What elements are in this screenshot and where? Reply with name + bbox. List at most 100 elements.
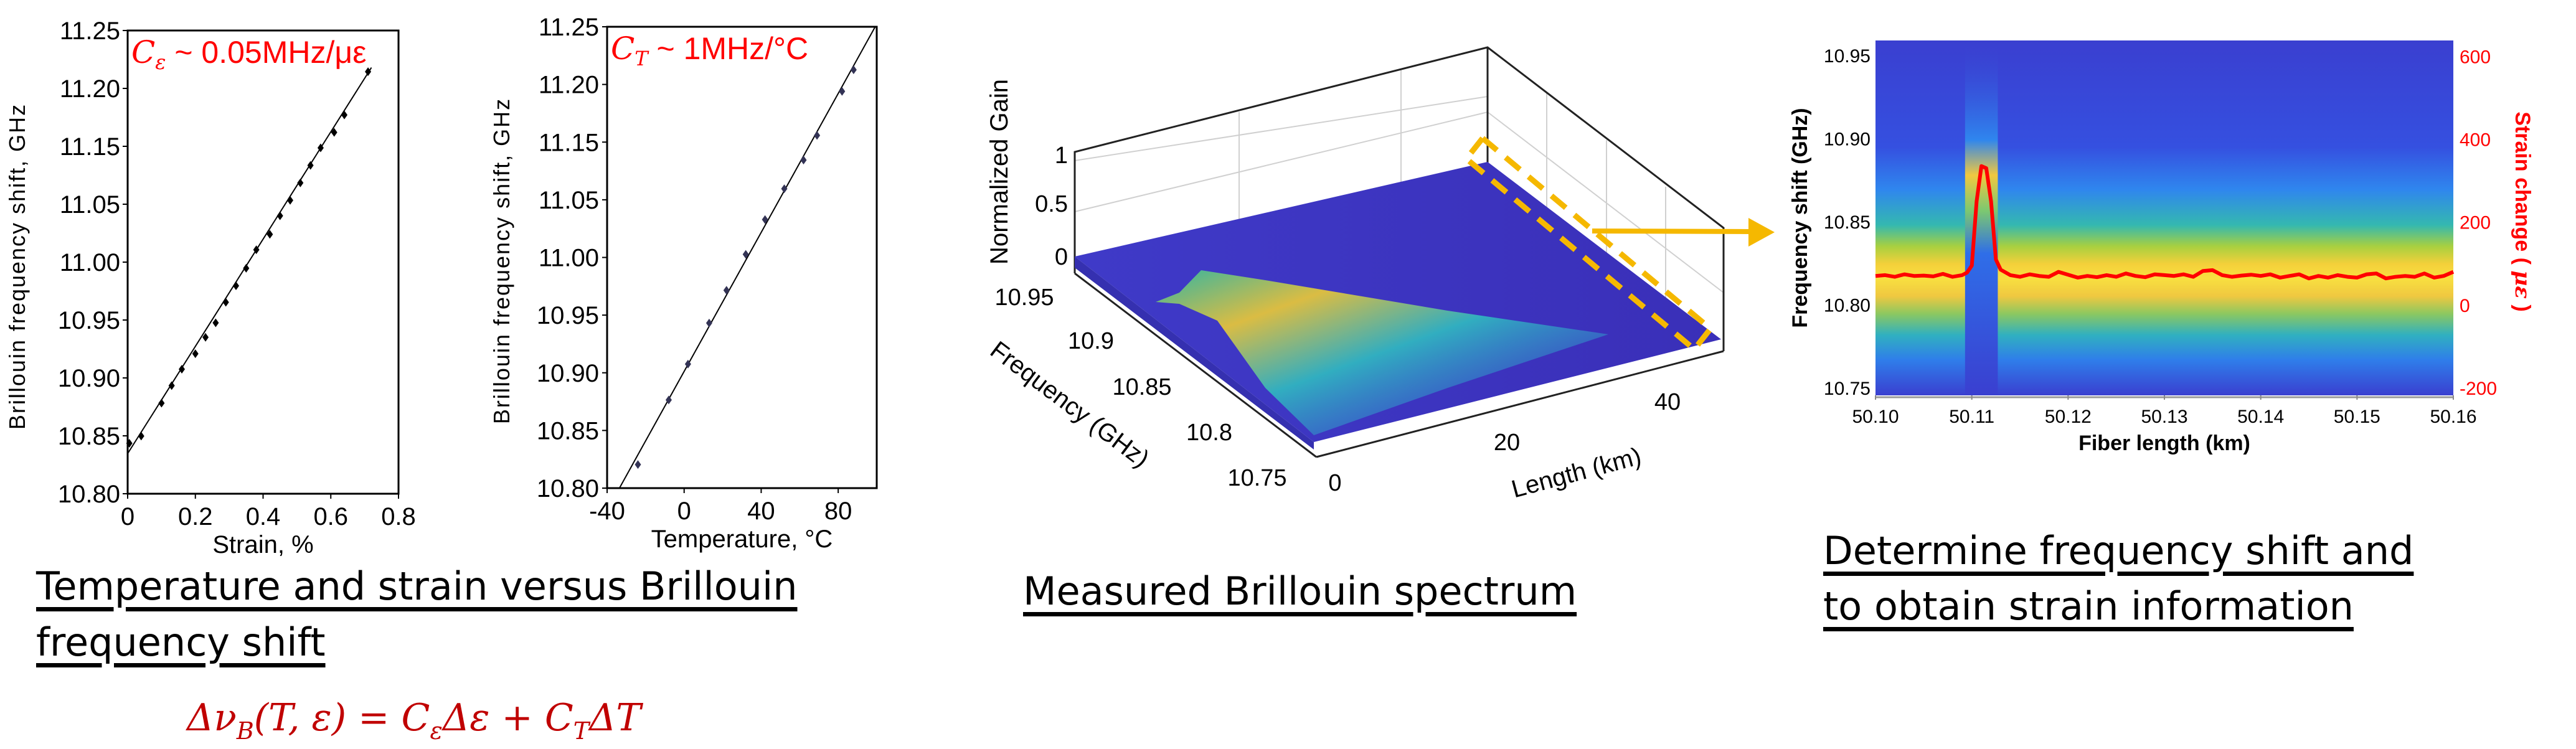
caption-obtain-strain: to obtain strain information (1823, 583, 2354, 629)
data-point (742, 250, 749, 259)
y-tick-label: 11.05 (60, 191, 120, 219)
data-point (781, 184, 788, 194)
frequency-tick-label: 10.95 (994, 285, 1054, 311)
x-tick-label: 0.2 (178, 503, 213, 530)
y-axis-title: Brillouin frequency shift, GHz (489, 98, 514, 424)
y-tick-label: 11.25 (539, 14, 599, 41)
x-axis-title: Strain, % (212, 531, 313, 558)
length-tick-label: 0 (1328, 470, 1341, 496)
y2-axis-title: Strain change ( με ) (2510, 111, 2535, 311)
surface-front-face (1075, 257, 1314, 450)
data-point (665, 395, 672, 405)
x-tick-label: 50.13 (2141, 407, 2187, 427)
y-tick-label: 10.80 (537, 475, 599, 502)
x-tick-label: 50.12 (2045, 407, 2092, 427)
charts: 11.2511.2011.1511.0511.0010.9510.9010.85… (4, 14, 2535, 558)
x-tick-label: 50.15 (2334, 407, 2380, 427)
data-point (307, 161, 314, 170)
data-point (138, 431, 144, 441)
y-tick-label: 11.05 (539, 187, 599, 214)
caption-temperature-strain: Temperature and strain versus Brillouin (36, 563, 798, 609)
data-point (705, 318, 712, 327)
y-tick-label: 10.85 (58, 423, 120, 450)
y-tick-label: 10.75 (1824, 379, 1871, 399)
y2-axis-title-close: ) (2511, 299, 2534, 312)
annotation-symbol: C (131, 34, 155, 70)
data-point (365, 67, 372, 77)
y2-tick-label: 400 (2460, 130, 2491, 150)
y2-axis-title-unit: με (2510, 270, 2535, 299)
data-point (267, 230, 273, 239)
y2-tick-label: -200 (2460, 379, 2497, 399)
data-point (317, 143, 324, 153)
frequency-tick-label: 10.8 (1186, 420, 1232, 446)
fit-line (618, 26, 876, 489)
fit-line (127, 67, 372, 455)
x-tick-label: 0.6 (313, 503, 348, 530)
x-tick-label: 40 (747, 497, 775, 525)
brillouin-3d-spectrum-plot: 1 0.5 0 10.95 10.9 10.85 10.8 10.75 0 20… (985, 46, 1775, 504)
grid-lines (1074, 68, 1724, 305)
y-tick-label: 10.95 (1824, 46, 1871, 67)
length-axis-title: Length (km) (1509, 443, 1644, 504)
y-tick-label: 10.80 (58, 481, 120, 508)
frequency-axis-title: Frequency (GHz) (985, 336, 1154, 473)
data-point (202, 332, 209, 342)
y-tick-label: 10.85 (1824, 212, 1871, 233)
z-tick-labels: 1 0.5 0 (1035, 143, 1068, 270)
y-tick-label: 11.20 (539, 72, 599, 99)
frequency-tick-label: 10.9 (1068, 328, 1114, 354)
formula-part: Δε + (442, 696, 545, 740)
length-tick-label: 20 (1494, 430, 1520, 456)
arrow-right-icon (1592, 218, 1775, 247)
x-tick-label: 0.4 (246, 503, 281, 530)
data-point (814, 131, 821, 140)
x-axis-title: Temperature, °C (651, 525, 833, 553)
x-tick-label: 80 (824, 497, 852, 525)
data-point (158, 398, 165, 408)
data-point (850, 65, 857, 75)
temperature-chart: 11.25 11.20 11.15 11.05 11.00 10.95 10.90 10.85… (489, 14, 878, 553)
data-point (341, 110, 347, 120)
data-point (635, 460, 641, 469)
frequency-tick-label: 10.75 (1227, 465, 1286, 491)
spectrum-surface (1075, 162, 1721, 442)
y-tick-label: 10.95 (537, 302, 599, 329)
data-point (222, 298, 229, 307)
x-tick-label: 50.14 (2237, 407, 2284, 427)
highlight-dashed-box (1462, 134, 1715, 354)
y-tick-label: 10.90 (58, 365, 120, 392)
y-tick-label: 11.00 (539, 245, 599, 272)
y2-tick-label: 600 (2460, 47, 2491, 67)
y-tick-label: 10.90 (537, 360, 599, 387)
data-point (192, 349, 199, 359)
annotation-value: ~ 1MHz/°C (648, 31, 809, 66)
data-point (126, 438, 133, 448)
length-tick-label: 40 (1654, 389, 1681, 415)
y-axis-title: Frequency shift (GHz) (1788, 108, 1812, 327)
data-point (331, 128, 337, 137)
data-point (287, 195, 293, 205)
frequency-tick-labels: 10.95 10.9 10.85 10.8 10.75 (994, 285, 1286, 491)
data-point (276, 211, 283, 220)
data-point (297, 178, 304, 187)
formula-part: C (401, 696, 430, 740)
annotation-value: ~ 0.05MHz/με (166, 35, 366, 70)
data-point (168, 381, 175, 390)
strain-chart: 11.25 11.20 11.15 11.05 11.00 10.95 10.90 10.85… (4, 17, 416, 558)
formula-part: ΔT (589, 696, 641, 740)
caption-determine-shift: Determine frequency shift and (1823, 528, 2414, 573)
y-tick-label: 11.00 (60, 249, 120, 276)
data-point (800, 156, 807, 165)
caption-frequency-shift: frequency shift (36, 619, 326, 665)
formula-part: C (544, 696, 573, 740)
data-point (233, 281, 239, 291)
strain-change-line (1875, 164, 2455, 281)
x-tick-label: 0 (677, 497, 691, 525)
y-tick-label: 11.15 (539, 129, 599, 156)
x-tick-label: 50.10 (1852, 407, 1899, 427)
coefficient-annotation: CT ~ 1MHz/°C (611, 31, 808, 70)
annotation-subscript: ε (155, 50, 166, 74)
formula-sub: B (236, 717, 254, 745)
